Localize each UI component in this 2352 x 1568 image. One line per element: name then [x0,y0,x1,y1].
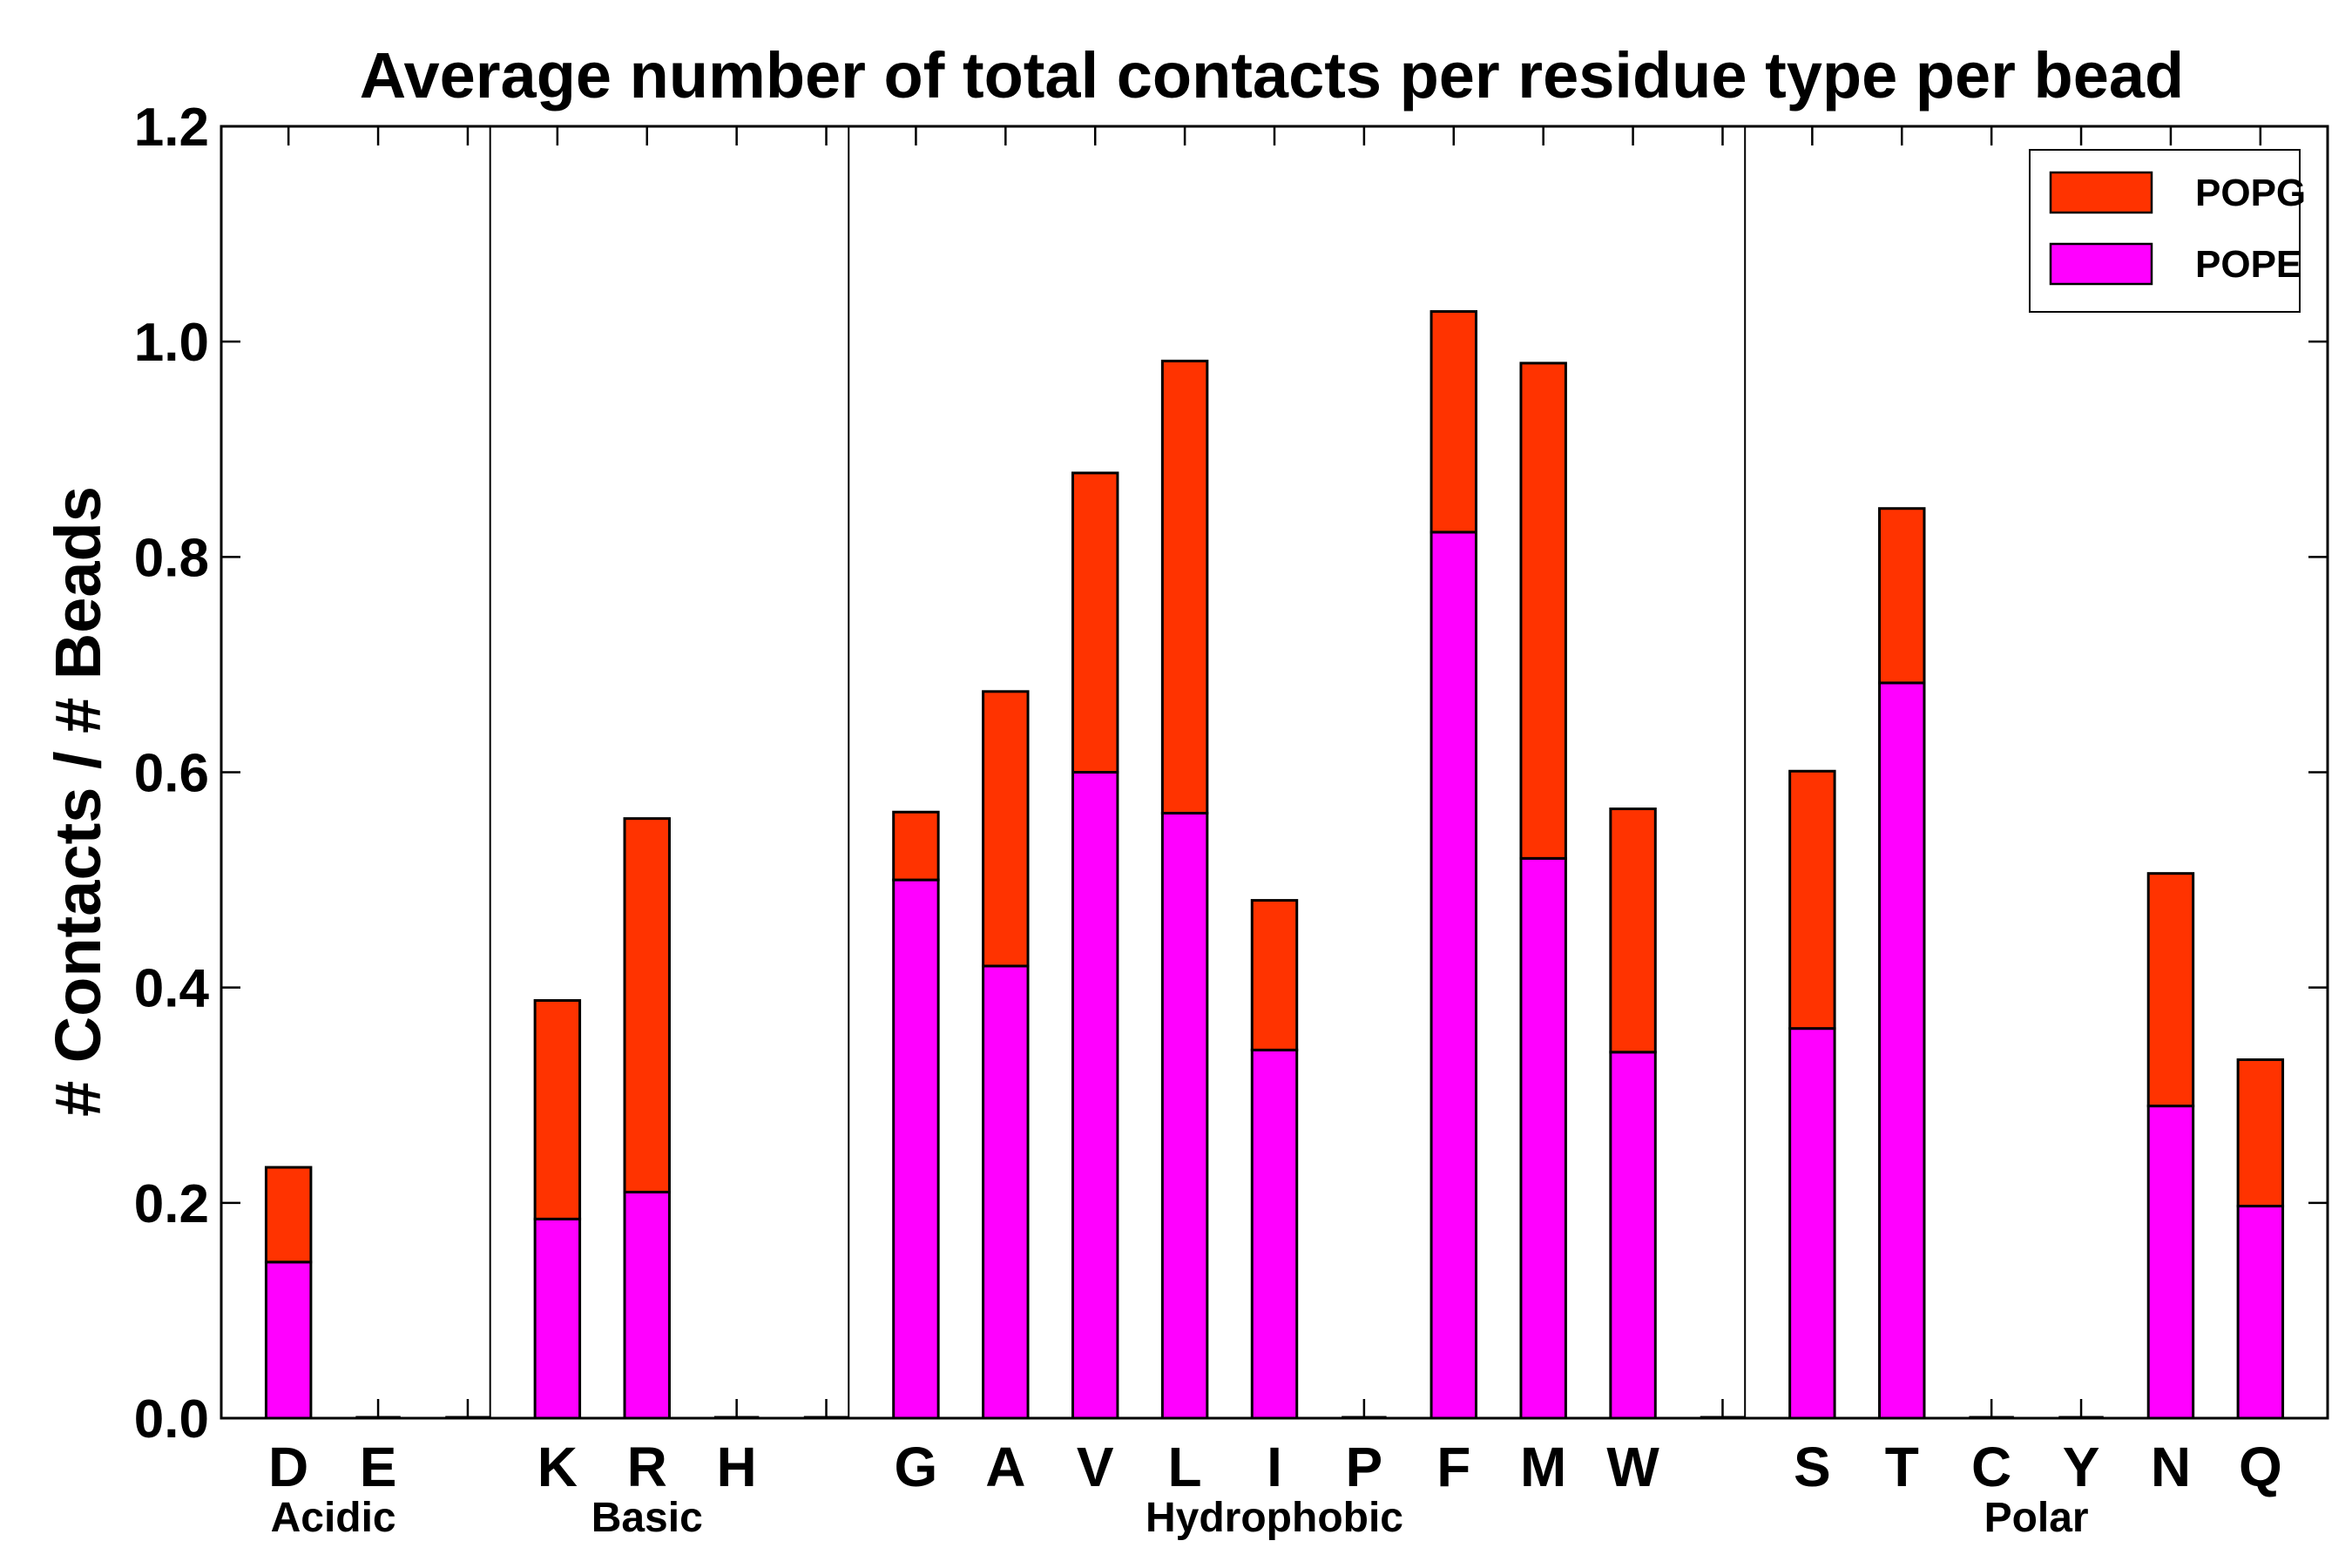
bar-popg [1250,899,1299,1051]
y-axis-label: # Contacts / # Beads [42,486,114,1117]
legend-swatch [2049,242,2153,286]
legend-label: POPG [2195,172,2306,214]
chart-title: Average number of total contacts per res… [360,39,2184,112]
x-tick-label: V [1077,1436,1114,1498]
bar-pope [1609,1051,1657,1420]
y-tick-label: 1.0 [134,313,209,373]
x-tick-label: N [2151,1436,2191,1498]
group-label: Acidic [271,1495,396,1541]
x-tick-label: W [1606,1436,1659,1498]
x-tick-label: Y [2063,1436,2100,1498]
x-tick-label: K [537,1436,578,1498]
bar-pope [892,878,940,1420]
x-tick-label: M [1520,1436,1566,1498]
legend-swatch [2049,171,2153,214]
bar-popg [264,1166,313,1264]
bar-popg [1788,769,1836,1031]
bar-pope [264,1260,313,1420]
bar-popg [1071,471,1119,774]
bar-pope [1878,681,1926,1420]
x-tick-label: F [1436,1436,1470,1498]
bar-popg [533,998,582,1220]
bar-popg [1609,808,1657,1054]
bar-popg [1878,507,1926,685]
x-tick-label: Q [2239,1436,2282,1498]
bar-pope [1429,531,1478,1420]
bar-popg [623,817,671,1193]
bar-pope [1250,1048,1299,1420]
y-tick-label: 0.8 [134,528,209,588]
y-tick-label: 1.2 [134,98,209,158]
bar-pope [1788,1027,1836,1420]
x-tick-label: I [1267,1436,1282,1498]
group-label: Hydrophobic [1146,1495,1403,1541]
x-tick-label: S [1794,1436,1831,1498]
x-tick-label: R [627,1436,667,1498]
y-tick-label: 0.4 [134,959,210,1019]
bar-pope [533,1217,582,1420]
bar-popg [2146,872,2195,1108]
bar-popg [1160,359,1209,814]
bar-popg [2236,1058,2285,1208]
bar-popg [1519,362,1567,860]
bar-pope [982,964,1030,1420]
group-label: Polar [1984,1495,2089,1541]
bar-pope [1519,856,1567,1420]
x-tick-label: E [360,1436,397,1498]
bar-pope [623,1190,671,1420]
x-tick-label: C [1971,1436,2011,1498]
x-tick-label: D [268,1436,308,1498]
bar-popg [1429,310,1478,534]
legend-label: POPE [2195,243,2301,286]
x-tick-label: H [717,1436,757,1498]
x-tick-label: T [1885,1436,1919,1498]
y-tick-label: 0.0 [134,1389,209,1450]
x-tick-label: P [1346,1436,1383,1498]
bar-pope [1160,811,1209,1420]
bar-pope [2146,1105,2195,1420]
y-tick-label: 0.6 [134,744,209,804]
x-tick-label: G [895,1436,938,1498]
plot-area: 0.0 0.2 0.4 0.6 0.8 1.0 1.2 D E K R H G A V L I P F M W S T C Y N… [134,98,2329,1541]
bar-popg [982,690,1030,968]
group-label: Basic [591,1495,703,1541]
x-tick-label: L [1168,1436,1202,1498]
y-tick-label: 0.2 [134,1174,209,1234]
bar-popg [892,810,940,882]
bar-pope [1071,771,1119,1420]
bar-pope [2236,1205,2285,1420]
x-tick-label: A [985,1436,1025,1498]
